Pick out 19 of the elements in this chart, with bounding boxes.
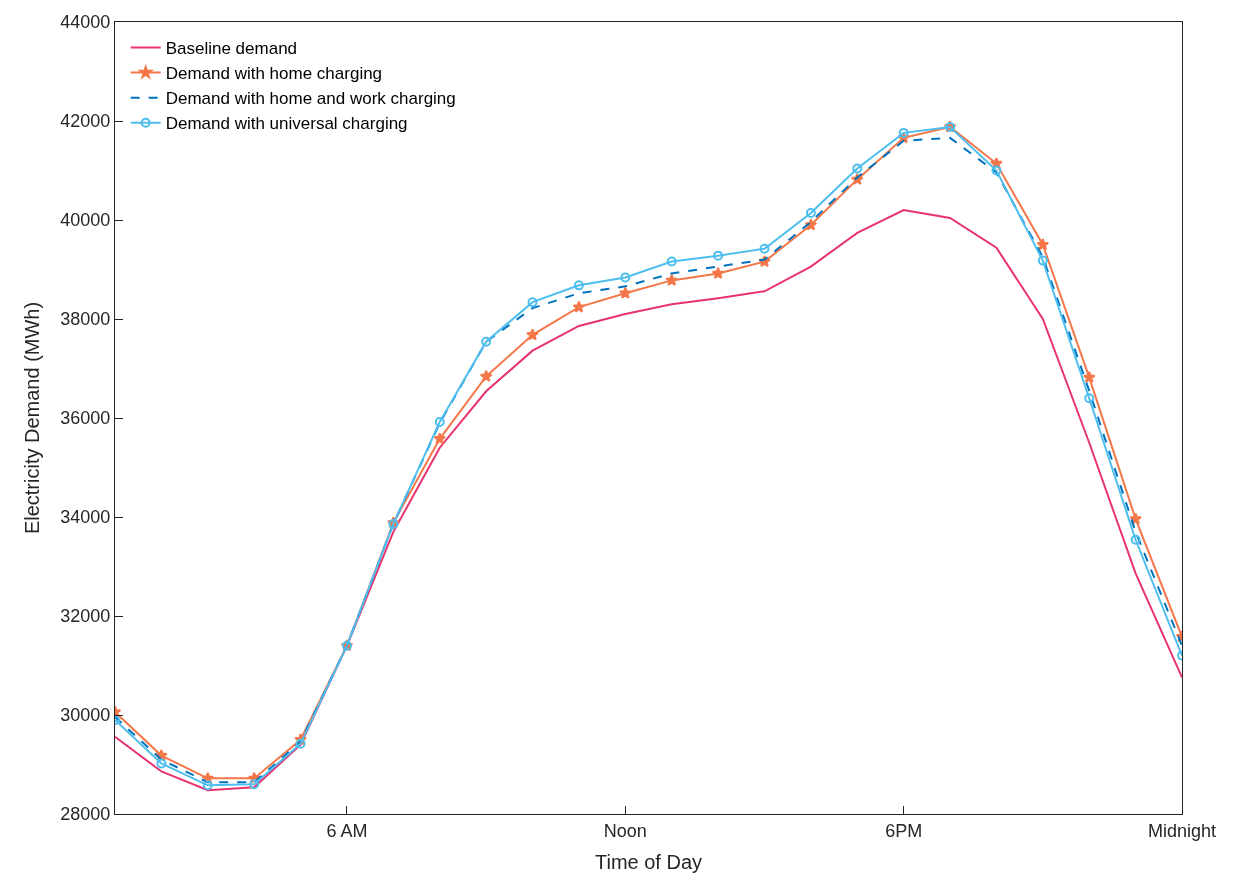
legend-label: Baseline demand xyxy=(165,39,298,59)
legend-label: Demand with home charging xyxy=(165,64,383,84)
x-tick-label: Midnight xyxy=(1147,820,1217,841)
y-tick-label: 36000 xyxy=(60,408,111,429)
y-tick-label: 44000 xyxy=(60,12,111,33)
y-tick-label: 32000 xyxy=(60,606,111,627)
x-tick-label: 6 AM xyxy=(326,820,368,841)
y-tick-label: 28000 xyxy=(60,804,111,825)
y-tick-label: 30000 xyxy=(60,705,111,726)
legend-label: Demand with universal charging xyxy=(165,114,408,134)
y-tick-label: 42000 xyxy=(60,111,111,132)
x-tick-label: 6PM xyxy=(885,820,923,841)
y-tick-label: 38000 xyxy=(60,309,111,330)
x-axis-title: Time of Day xyxy=(594,851,703,874)
legend-label: Demand with home and work charging xyxy=(165,89,456,109)
y-tick-label: 34000 xyxy=(60,507,111,528)
y-tick-label: 40000 xyxy=(60,210,111,231)
x-tick-label: Noon xyxy=(603,820,647,841)
y-axis-title: Electricity Demand (MWh) xyxy=(20,301,43,535)
